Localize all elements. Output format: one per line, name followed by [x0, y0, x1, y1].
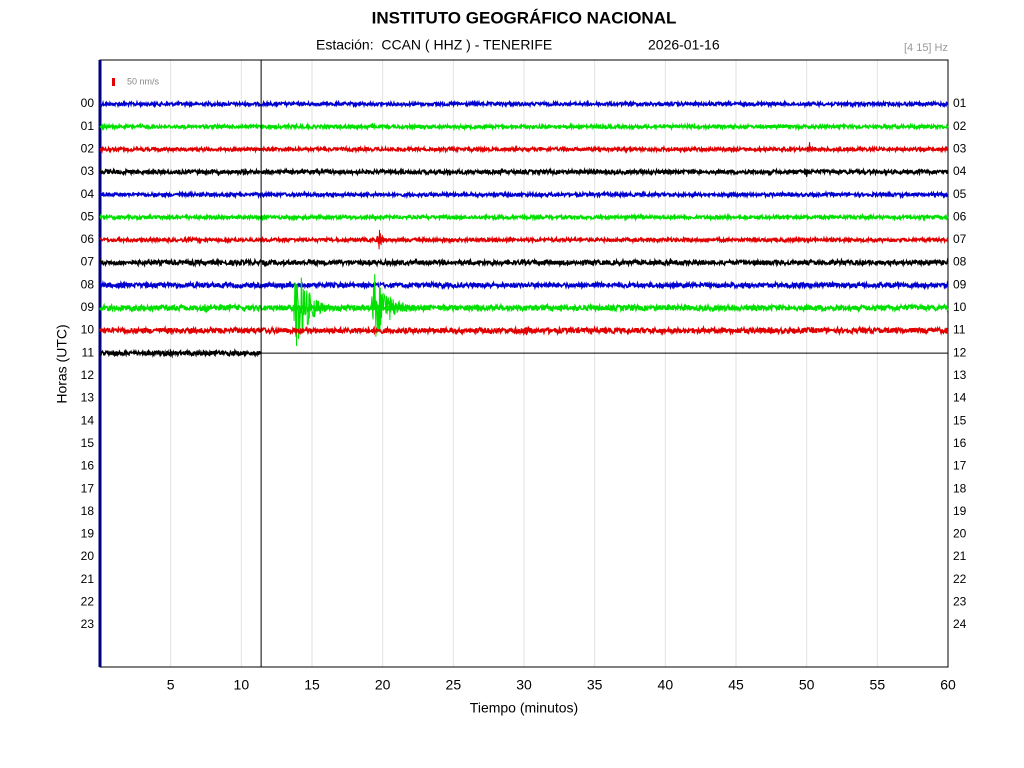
- row-label-left: 16: [81, 459, 95, 473]
- row-label-right: 09: [953, 277, 967, 291]
- x-tick-label: 55: [870, 677, 886, 693]
- row-label-left: 21: [81, 572, 95, 586]
- x-tick-label: 35: [587, 677, 603, 693]
- x-tick-label: 10: [234, 677, 250, 693]
- seismic-event: [805, 142, 814, 153]
- row-label-right: 19: [953, 504, 967, 518]
- trace: [99, 121, 949, 132]
- row-label-left: 13: [81, 391, 95, 405]
- row-label-right: 01: [953, 96, 967, 110]
- seismic-event: [292, 277, 333, 346]
- row-label-right: 08: [953, 255, 967, 269]
- trace: [99, 99, 949, 109]
- row-label-right: 10: [953, 300, 967, 314]
- row-label-left: 04: [81, 187, 95, 201]
- seismic-event: [169, 282, 185, 288]
- row-label-left: 17: [81, 481, 95, 495]
- x-tick-label: 40: [658, 677, 674, 693]
- row-label-right: 23: [953, 595, 967, 609]
- row-label-right: 21: [953, 549, 967, 563]
- row-label-right: 22: [953, 572, 967, 586]
- row-label-right: 06: [953, 209, 967, 223]
- x-tick-label: 60: [940, 677, 956, 693]
- seismic-event: [370, 273, 417, 337]
- x-tick-label: 5: [167, 677, 175, 693]
- row-label-right: 13: [953, 368, 967, 382]
- scale-label: 50 nm/s: [127, 76, 160, 86]
- date: 2026-01-16: [648, 37, 720, 53]
- row-label-left: 14: [81, 413, 95, 427]
- row-label-left: 11: [82, 345, 95, 359]
- row-label-left: 00: [81, 96, 95, 110]
- x-tick-label: 45: [728, 677, 744, 693]
- y-axis-label: Horas (UTC): [54, 324, 70, 403]
- row-label-left: 22: [81, 595, 95, 609]
- row-label-left: 09: [81, 300, 95, 314]
- x-tick-label: 50: [799, 677, 815, 693]
- seismic-event: [202, 303, 214, 313]
- row-label-right: 03: [953, 141, 967, 155]
- row-label-right: 14: [953, 391, 967, 405]
- trace: [99, 166, 949, 177]
- row-label-right: 18: [953, 481, 967, 495]
- trace: [99, 302, 949, 314]
- x-tick-label: 20: [375, 677, 391, 693]
- chart-title: INSTITUTO GEOGRÁFICO NACIONAL: [372, 8, 677, 27]
- row-label-right: 04: [953, 164, 967, 178]
- x-axis-label: Tiempo (minutos): [470, 700, 578, 716]
- row-label-right: 15: [953, 413, 967, 427]
- trace: [99, 257, 949, 268]
- row-label-left: 20: [81, 549, 95, 563]
- row-label-left: 01: [81, 119, 95, 133]
- row-label-right: 05: [953, 187, 967, 201]
- x-tick-label: 15: [304, 677, 320, 693]
- trace: [99, 348, 262, 359]
- station: Estación: CCAN ( HHZ ) - TENERIFE: [316, 37, 552, 53]
- row-label-left: 05: [81, 209, 95, 223]
- row-label-right: 17: [953, 459, 967, 473]
- row-label-left: 10: [81, 323, 95, 337]
- seismic-event: [520, 326, 546, 337]
- seismic-event: [845, 236, 854, 243]
- row-label-right: 24: [953, 617, 967, 631]
- trace: [99, 279, 949, 291]
- trace: [99, 235, 949, 245]
- scale-bar: [112, 78, 115, 86]
- x-tick-label: 25: [446, 677, 462, 693]
- row-label-left: 07: [81, 255, 95, 269]
- seismic-event: [802, 168, 813, 177]
- row-label-left: 18: [81, 504, 95, 518]
- trace: [99, 189, 949, 200]
- row-label-left: 06: [81, 232, 95, 246]
- seismic-event: [375, 229, 387, 250]
- row-label-left: 15: [81, 436, 95, 450]
- row-label-right: 16: [953, 436, 967, 450]
- x-tick-label: 30: [516, 677, 532, 693]
- row-label-left: 08: [81, 277, 95, 291]
- row-label-right: 20: [953, 527, 967, 541]
- row-label-right: 12: [953, 345, 967, 359]
- row-label-right: 11: [953, 323, 966, 337]
- row-label-left: 19: [81, 527, 95, 541]
- filter: [4 15] Hz: [904, 42, 948, 54]
- row-label-right: 02: [953, 119, 967, 133]
- row-label-right: 07: [953, 232, 967, 246]
- trace: [99, 324, 949, 337]
- row-label-left: 12: [81, 368, 95, 382]
- row-label-left: 03: [81, 164, 95, 178]
- row-label-left: 02: [81, 141, 95, 155]
- trace: [99, 212, 949, 222]
- row-label-left: 23: [81, 617, 95, 631]
